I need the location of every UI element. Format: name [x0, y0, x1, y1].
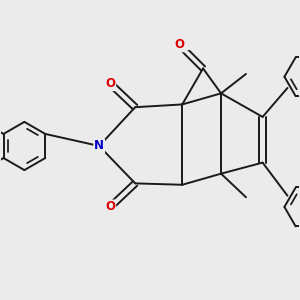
- Text: O: O: [105, 77, 115, 90]
- Text: O: O: [105, 200, 115, 213]
- Text: O: O: [175, 38, 184, 51]
- Text: N: N: [94, 140, 104, 152]
